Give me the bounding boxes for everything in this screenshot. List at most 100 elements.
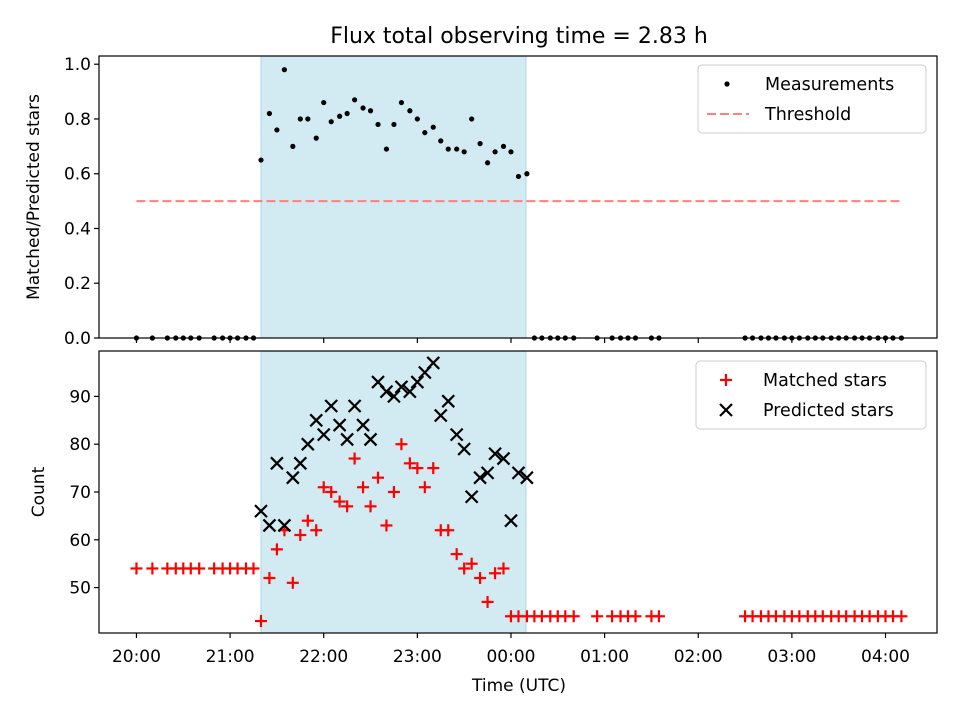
predicted-stars-point (387, 389, 401, 404)
predicted-stars-point (356, 418, 370, 432)
measurement-point (313, 135, 319, 141)
measurement-point (484, 160, 491, 166)
measurement-point (337, 113, 343, 119)
predicted-stars-point (332, 418, 347, 432)
bottom-x-ticks: 20:00 21:00 22:00 23:00 00:00 01:00 02:00 03:00… (112, 633, 910, 667)
predicted-stars-point (262, 518, 277, 533)
measurement-point (492, 149, 498, 155)
predicted-stars-point (449, 427, 464, 442)
predicted-stars-point (433, 408, 448, 423)
measurement-point (500, 143, 507, 149)
matched-stars-point (301, 514, 314, 527)
x-tick-label: 21:00 (206, 647, 255, 667)
legend-measurements-marker (724, 81, 730, 87)
top-y-tick-label: 0.2 (64, 274, 91, 294)
measurement-point (360, 105, 366, 111)
predicted-stars-point (309, 413, 324, 428)
measurement-point (367, 108, 374, 114)
measurement-point (438, 138, 444, 144)
predicted-stars-point (464, 490, 479, 504)
matched-stars-point (364, 500, 377, 513)
measurement-point (508, 149, 514, 155)
predicted-stars-point (379, 384, 394, 399)
predicted-stars-point (403, 384, 417, 399)
legend-matched-label: Matched stars (763, 371, 887, 391)
matched-stars-point (387, 486, 400, 498)
measurement-point (297, 116, 303, 122)
predicted-stars-point (324, 399, 338, 413)
bottom-y-axis-label: Count (29, 466, 49, 517)
bottom-legend: Matched stars Predicted stars (695, 360, 927, 430)
top-legend-box (697, 64, 927, 134)
x-tick-label: 20:00 (112, 647, 161, 667)
measurement-point (414, 116, 420, 122)
predicted-stars-point (496, 451, 511, 466)
predicted-stars-point (316, 427, 331, 442)
matched-stars-point (474, 572, 487, 585)
x-tick-label: 23:00 (393, 647, 442, 667)
matched-stars-point (403, 457, 416, 470)
x-tick-label: 00:00 (486, 647, 535, 667)
x-tick-label: 22:00 (299, 647, 348, 667)
measurement-point (524, 171, 530, 177)
matched-stars-point (247, 562, 260, 575)
predicted-stars-point (340, 432, 354, 447)
legend-predicted-marker (719, 403, 733, 417)
predicted-stars-point (426, 356, 441, 370)
matched-stars-point (341, 500, 354, 513)
bottom-y-tick-label: 90 (69, 387, 91, 407)
matched-stars-point (325, 486, 338, 498)
figure-title: Flux total observing time = 2.83 h (330, 24, 708, 49)
bottom-y-tick-label: 80 (69, 435, 91, 455)
measurement-point (461, 149, 467, 155)
x-tick-label: 03:00 (767, 647, 816, 667)
matched-stars-point (294, 529, 307, 542)
predicted-stars-point (301, 437, 315, 451)
legend-matched-marker (720, 374, 732, 386)
x-tick-label: 01:00 (580, 647, 629, 667)
matched-stars-point (395, 438, 408, 451)
top-panel: 0.0 0.2 0.4 0.6 0.8 1.0 Matched/Predicted sta… (24, 55, 938, 349)
measurement-point (445, 146, 451, 152)
matched-stars-point (418, 481, 431, 494)
top-y-tick-label: 1.0 (64, 55, 91, 75)
measurement-point (407, 108, 413, 114)
matched-stars-point (193, 562, 206, 575)
x-tick-label: 02:00 (674, 647, 723, 667)
matched-stars-point (317, 481, 330, 494)
matched-stars-point (270, 543, 283, 556)
measurement-point (391, 121, 397, 128)
top-legend: Measurements Threshold (697, 64, 927, 134)
measurement-point (398, 99, 405, 106)
predicted-stars-point (293, 456, 308, 471)
matched-stars-point (146, 562, 159, 575)
matched-stars-point (263, 572, 276, 585)
predicted-stars-point (504, 513, 518, 528)
x-axis-label: Time (UTC) (471, 676, 566, 696)
matched-stars-point (567, 610, 580, 623)
measurement-point (469, 116, 475, 122)
matched-stars-point (333, 495, 346, 508)
matched-stars-point (411, 462, 424, 475)
matched-stars-point (130, 562, 143, 575)
measurement-point (274, 127, 280, 133)
matched-stars-point (427, 462, 440, 475)
top-y-tick-label: 0.6 (64, 165, 91, 185)
measurement-point (422, 130, 428, 136)
predicted-stars-point (473, 470, 487, 485)
predicted-stars-point (347, 399, 362, 413)
x-tick-label: 04:00 (861, 647, 910, 667)
measurement-point (352, 97, 358, 103)
measurement-point (430, 124, 436, 130)
predicted-stars-point (488, 446, 502, 461)
bottom-y-tick-label: 50 (69, 579, 91, 599)
measurement-point (477, 141, 483, 147)
bottom-legend-box (695, 360, 927, 430)
bottom-y-tick-label: 60 (69, 531, 91, 551)
measurement-point (328, 119, 334, 125)
predicted-stars-point (480, 466, 495, 480)
measurement-point (281, 67, 287, 73)
matched-stars-point (442, 524, 455, 537)
matched-stars-point (591, 610, 604, 623)
